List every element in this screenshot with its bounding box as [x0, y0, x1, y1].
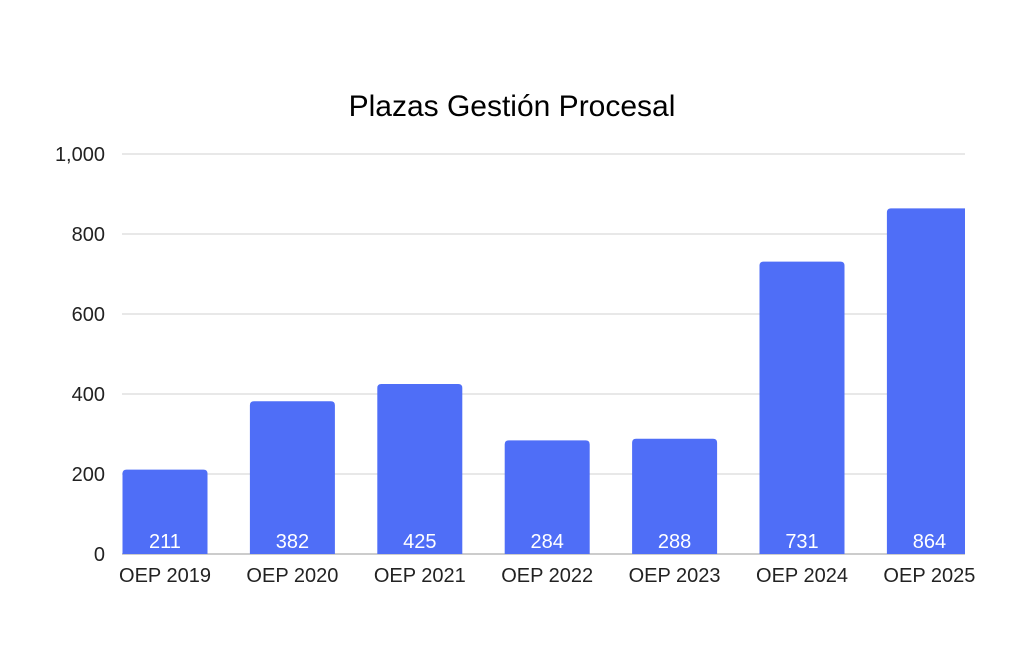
x-tick-label: OEP 2022: [501, 565, 593, 587]
y-tick-label: 200: [72, 464, 105, 486]
data-label: 382: [276, 531, 309, 553]
bar: [759, 261, 845, 554]
data-label: 211: [149, 531, 181, 553]
y-tick-label: 800: [72, 224, 105, 246]
bar: [122, 469, 208, 554]
bar: [886, 208, 965, 554]
bar: [504, 440, 590, 554]
y-tick-label: 1,000: [55, 144, 105, 166]
data-label: 284: [531, 531, 564, 553]
bar: [632, 438, 718, 554]
data-label: 864: [913, 531, 946, 553]
x-tick-label: OEP 2025: [883, 565, 975, 587]
x-tick-label: OEP 2019: [119, 565, 211, 587]
chart-title: Plazas Gestión Procesal: [349, 90, 676, 123]
y-tick-label: 0: [94, 544, 105, 566]
bar: [377, 384, 463, 554]
bar: [249, 401, 335, 554]
x-tick-label: OEP 2024: [756, 565, 848, 587]
x-tick-label: OEP 2020: [246, 565, 338, 587]
data-label: 731: [785, 531, 818, 553]
x-tick-label: OEP 2023: [629, 565, 721, 587]
y-tick-label: 400: [72, 384, 105, 406]
x-tick-label: OEP 2021: [374, 565, 466, 587]
y-tick-label: 600: [72, 304, 105, 326]
data-label: 425: [403, 531, 436, 553]
data-label: 288: [658, 531, 691, 553]
